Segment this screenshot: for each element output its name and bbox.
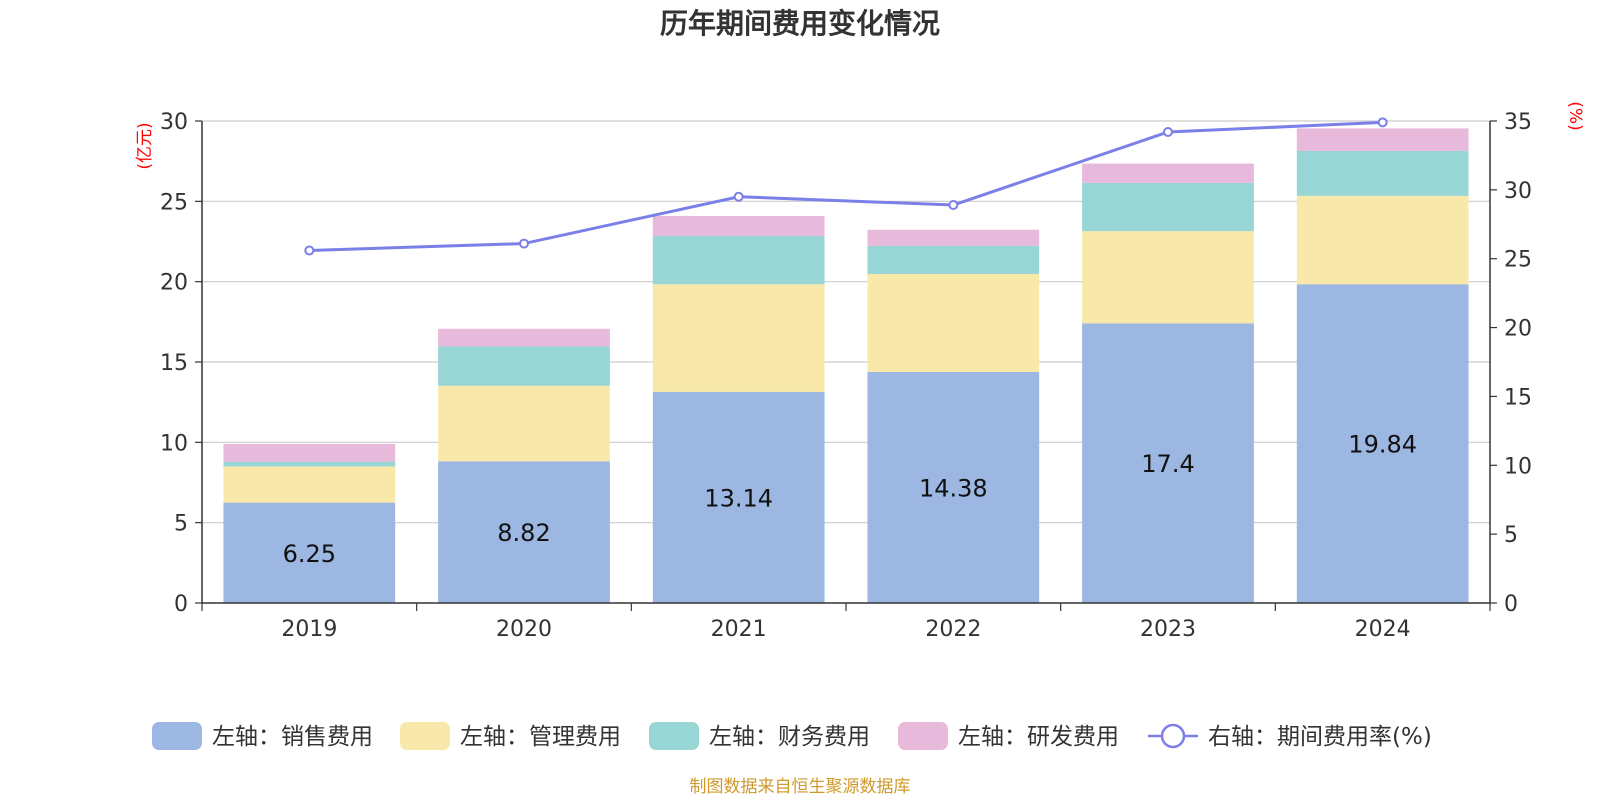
rate-line-point — [1163, 127, 1173, 138]
legend-label: 左轴：管理费用 — [460, 724, 621, 750]
data-source: 制图数据来自恒生聚源数据库 — [690, 777, 911, 797]
bar-segment-4 — [867, 229, 1040, 246]
x-axis-tick-label: 2021 — [711, 617, 767, 642]
bar-value-label: 8.82 — [497, 519, 550, 547]
bar-segment-2 — [438, 385, 610, 462]
bar-segment-3 — [1082, 182, 1254, 232]
right-axis-tick-label: 5 — [1504, 523, 1518, 548]
bar-segment-4 — [438, 328, 610, 347]
legend-swatch — [152, 722, 202, 750]
legend-label: 右轴：期间费用率(%) — [1208, 724, 1432, 750]
legend-label: 左轴：财务费用 — [709, 724, 870, 750]
left-axis-tick-label: 25 — [160, 190, 188, 215]
bar-segment-2 — [1082, 231, 1254, 324]
bar-segment-2 — [652, 284, 825, 392]
bar-segment-4 — [223, 443, 396, 462]
left-axis-tick-label: 15 — [160, 351, 188, 376]
legend-swatch — [898, 722, 948, 750]
bar-segment-1 — [1082, 323, 1254, 603]
bar-segment-4 — [1296, 128, 1469, 151]
legend-swatch — [649, 722, 699, 750]
right-axis-tick-label: 0 — [1504, 592, 1518, 617]
left-axis-tick-label: 30 — [160, 110, 188, 135]
bar-segment-3 — [652, 236, 825, 285]
bar-labels: 6.25 8.82 13.14 14.38 17.4 19.84 — [283, 431, 1417, 568]
rate-line-point — [1377, 117, 1388, 128]
bar-segment-2 — [1296, 195, 1469, 285]
rate-line — [304, 117, 1388, 256]
bars — [223, 128, 1469, 603]
legend-label: 左轴：研发费用 — [958, 724, 1119, 750]
bar-segment-1 — [652, 391, 825, 603]
x-axis-tick-label: 2024 — [1355, 617, 1411, 642]
left-axis-tick-label: 20 — [160, 271, 188, 296]
bar-segment-1 — [1296, 284, 1469, 603]
bar-segment-3 — [867, 245, 1040, 274]
axes: 0 5 10 15 20 25 30 0 5 10 15 20 25 30 35 2019 2020 2021 20… — [160, 110, 1532, 642]
left-axis-tick-label: 10 — [160, 431, 188, 456]
right-axis-tick-label: 35 — [1504, 110, 1532, 135]
bar-value-label: 13.14 — [704, 484, 773, 512]
bar-value-label: 14.38 — [919, 474, 988, 502]
left-axis-tick-label: 5 — [174, 512, 188, 537]
rate-line-point — [733, 191, 744, 202]
x-axis-tick-label: 2023 — [1140, 617, 1196, 642]
bar-value-label: 6.25 — [283, 540, 336, 568]
legend: 左轴：销售费用 左轴：管理费用 左轴：财务费用 左轴：研发费用 右轴：期间费用率(%) — [152, 722, 1432, 750]
bar-segment-2 — [223, 466, 396, 503]
right-axis-tick-label: 10 — [1504, 454, 1532, 479]
bar-segment-1 — [223, 502, 396, 603]
left-axis-tick-label: 0 — [174, 592, 188, 617]
x-axis-tick-label: 2022 — [925, 617, 981, 642]
right-axis-tick-label: 20 — [1504, 317, 1532, 342]
rate-line-point — [948, 200, 959, 211]
bar-segment-4 — [1082, 163, 1254, 183]
right-axis-tick-label: 30 — [1504, 179, 1532, 204]
bar-segment-4 — [652, 215, 825, 237]
left-axis-unit: (亿元) — [135, 122, 155, 169]
right-axis-unit: (%) — [1565, 101, 1585, 130]
bar-value-label: 19.84 — [1348, 431, 1417, 459]
bar-segment-1 — [438, 461, 610, 603]
legend-line-marker — [1160, 723, 1186, 749]
bar-value-label: 17.4 — [1141, 450, 1194, 478]
bar-segment-3 — [1296, 150, 1469, 196]
right-axis-tick-label: 15 — [1504, 385, 1532, 410]
chart-title: 历年期间费用变化情况 — [660, 7, 940, 40]
right-axis-tick-label: 25 — [1504, 248, 1532, 273]
rate-line-point — [519, 238, 529, 249]
legend-label: 左轴：销售费用 — [212, 724, 373, 750]
bar-segment-3 — [438, 346, 610, 386]
rate-line-path — [309, 120, 1383, 252]
bar-segment-3 — [223, 461, 396, 467]
rate-line-point — [304, 245, 315, 256]
bar-segment-2 — [867, 273, 1040, 372]
x-axis-tick-label: 2019 — [281, 617, 337, 642]
bar-segment-1 — [867, 371, 1040, 603]
x-axis-tick-label: 2020 — [496, 617, 552, 642]
legend-swatch — [400, 722, 450, 750]
